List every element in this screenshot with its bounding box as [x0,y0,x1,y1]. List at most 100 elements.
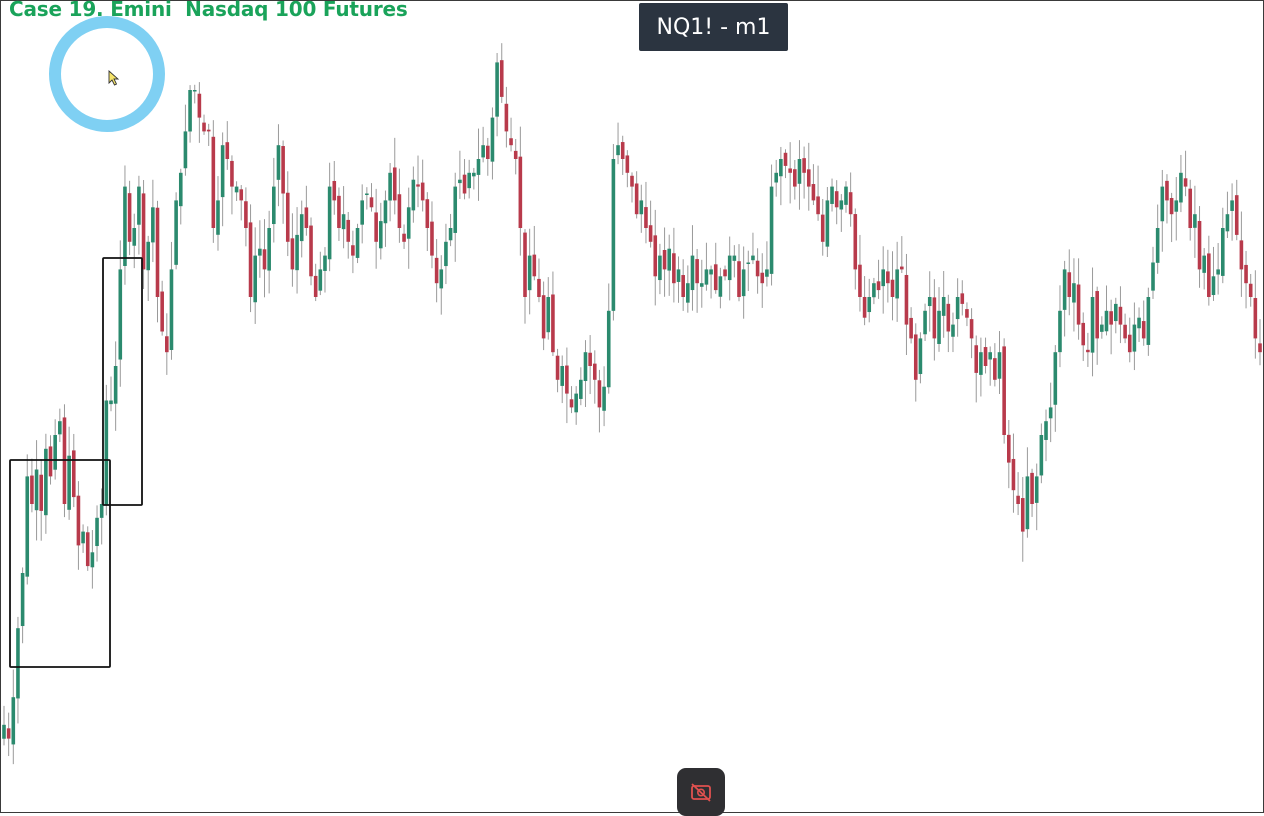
candle-up [11,697,16,745]
candle-up [1179,172,1183,203]
candle-up [458,179,462,184]
candle-down [909,317,913,339]
candle-up [1072,283,1076,303]
candle-up [146,241,151,271]
candle-up [918,338,923,375]
candle-up [178,172,183,207]
candle-down [672,253,676,284]
candle-up [20,573,25,627]
candle-down [499,60,504,97]
candle-down [681,275,685,297]
candle-up [667,248,672,271]
annotation-box-1[interactable] [9,459,111,668]
candle-up [406,207,411,239]
candle-down [569,399,574,408]
candle-up [1034,476,1039,503]
candle-up [216,200,220,235]
candle-up [53,435,57,470]
candle-down [1086,349,1090,353]
candle-down [816,196,820,215]
candle-up [2,724,6,739]
candle-down [993,358,997,380]
candle-up [881,269,885,287]
camera-off-button[interactable] [677,768,725,816]
candle-down [1118,306,1123,325]
candle-up [1053,352,1058,405]
candle-up [1174,200,1179,212]
candle-up [258,248,262,256]
candle-down [434,257,439,284]
candle-up [1100,324,1104,332]
candle-up [323,255,327,271]
candle-up [1058,310,1062,353]
candle-down [1169,198,1174,215]
cursor-arrow-icon [108,70,120,86]
candle-down [1239,240,1244,270]
candle-up [1062,269,1067,310]
candle-up [188,90,192,132]
candle-down [811,184,816,201]
candle-up [113,366,118,404]
candle-down [1234,195,1239,235]
candle-down [1253,298,1258,339]
candle-up [988,352,992,360]
candle-up [527,255,532,291]
candle-up [99,504,104,518]
candle-up [602,386,606,411]
candle-down [39,474,44,511]
candle-up [132,228,137,246]
candle-down [1258,343,1262,353]
candle-down [509,138,513,146]
candle-down [737,261,741,297]
candle-up [606,310,611,388]
candle-up [895,269,899,299]
candle-down [504,103,509,132]
candle-up [1146,297,1151,345]
candle-up [1151,262,1155,291]
candle-down [332,180,337,201]
candle-up [951,324,955,337]
candle-down [876,281,881,291]
annotation-box-2[interactable] [102,257,143,506]
candle-down [946,303,951,332]
candle-up [234,186,239,193]
candle-up [383,200,388,224]
candle-down [1123,324,1127,339]
candle-down [369,197,374,208]
candle-down [6,728,11,739]
candle-down [532,254,537,277]
candle-down [848,192,853,215]
candle-up [16,628,20,699]
candle-down [932,297,937,339]
candle-down [397,194,402,228]
candle-up [774,172,779,183]
candle-down [513,150,518,159]
candle-down [541,295,546,339]
candle-down [1165,180,1169,201]
candle-down [983,347,988,366]
candle-up [704,269,709,285]
candle-down [281,146,285,194]
candle-down [1067,272,1072,297]
candle-down [793,169,797,187]
candle-down [551,294,555,353]
candle-down [1197,220,1202,270]
candle-up [699,283,704,287]
candle-down [1141,321,1146,339]
candle-down [597,380,602,408]
candle-down [239,189,244,201]
candle-up [104,400,109,505]
camera-off-icon [691,783,711,802]
candle-up [751,255,755,261]
candle-up [825,200,830,247]
candle-up [574,393,578,413]
candle-up [444,241,448,267]
candle-up [979,352,983,375]
candle-up [1113,303,1118,322]
candle-down [713,264,718,291]
candle-up [1090,297,1095,353]
candle-down [862,296,867,318]
candle-up [1044,421,1048,440]
candle-up [472,172,476,177]
